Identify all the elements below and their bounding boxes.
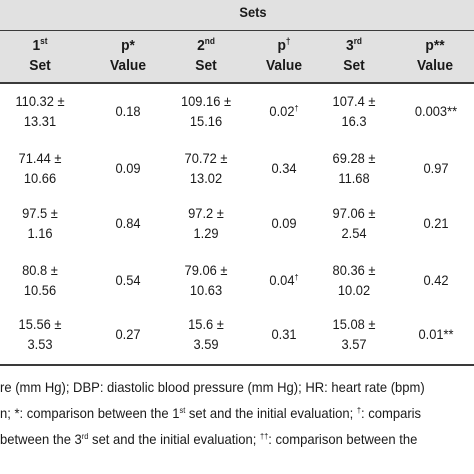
row-2-p-value-3: 0.97 <box>423 160 449 176</box>
header-set-3: 3rd Set <box>343 36 365 75</box>
row-3-p-value-2: 0.09 <box>271 215 297 231</box>
row-3-p-value-3: 0.21 <box>423 215 449 231</box>
table-bottom-rule <box>0 364 474 366</box>
row-4-set-2: 79.06 ±10.63 <box>184 262 228 298</box>
row-5-set-3: 15.08 ±3.57 <box>332 316 376 352</box>
row-2-p-value-2: 0.34 <box>271 160 297 176</box>
header-set-2: 2nd Set <box>195 36 217 75</box>
row-5-p-value-2: 0.31 <box>271 326 297 342</box>
row-4-p-value-3: 0.42 <box>423 272 449 288</box>
header-p-value-3: p** Value <box>416 37 454 74</box>
row-5-set-1: 15.56 ±3.53 <box>18 316 62 352</box>
footnote-comparisons-1: n; *: comparison between the 1st set and… <box>0 405 422 421</box>
row-1-set-1: 110.32 ±13.31 <box>15 93 65 129</box>
row-2-set-1: 71.44 ±10.66 <box>18 150 62 186</box>
sets-super-header: Sets <box>239 4 267 20</box>
row-2-set-2: 70.72 ±13.02 <box>184 150 228 186</box>
row-1-p-value-3: 0.003** <box>414 103 458 119</box>
row-3-set-2: 97.2 ±1.29 <box>188 205 224 241</box>
header-p-value-1: p* Value <box>109 37 147 74</box>
footnote-abbreviations: re (mm Hg); DBP: diastolic blood pressur… <box>0 379 425 395</box>
super-header-band <box>0 0 474 30</box>
column-header-band <box>0 31 474 82</box>
row-5-set-2: 15.6 ±3.59 <box>188 316 224 352</box>
row-1-p-value-2: 0.02† <box>269 103 299 119</box>
row-2-p-value-1: 0.09 <box>115 160 141 176</box>
row-5-p-value-1: 0.27 <box>115 326 141 342</box>
header-p-value-2: p† Value <box>265 36 303 75</box>
row-4-set-1: 80.8 ±10.56 <box>22 262 58 298</box>
row-2-set-3: 69.28 ±11.68 <box>332 150 376 186</box>
row-4-set-3: 80.36 ±10.02 <box>332 262 376 298</box>
header-bottom-rule <box>0 82 474 84</box>
row-1-p-value-1: 0.18 <box>115 103 141 119</box>
header-divider <box>0 30 474 31</box>
row-3-set-3: 97.06 ±2.54 <box>332 205 376 241</box>
header-set-1: 1st Set <box>29 36 51 75</box>
row-1-set-3: 107.4 ±16.3 <box>332 93 376 129</box>
row-4-p-value-1: 0.54 <box>115 272 141 288</box>
row-3-set-1: 97.5 ±1.16 <box>22 205 58 241</box>
row-4-p-value-2: 0.04† <box>269 272 299 288</box>
footnote-comparisons-2: between the 3rd set and the initial eval… <box>0 431 418 447</box>
row-5-p-value-3: 0.01** <box>418 326 454 342</box>
row-1-set-2: 109.16 ±15.16 <box>180 93 232 129</box>
row-3-p-value-1: 0.84 <box>115 215 141 231</box>
